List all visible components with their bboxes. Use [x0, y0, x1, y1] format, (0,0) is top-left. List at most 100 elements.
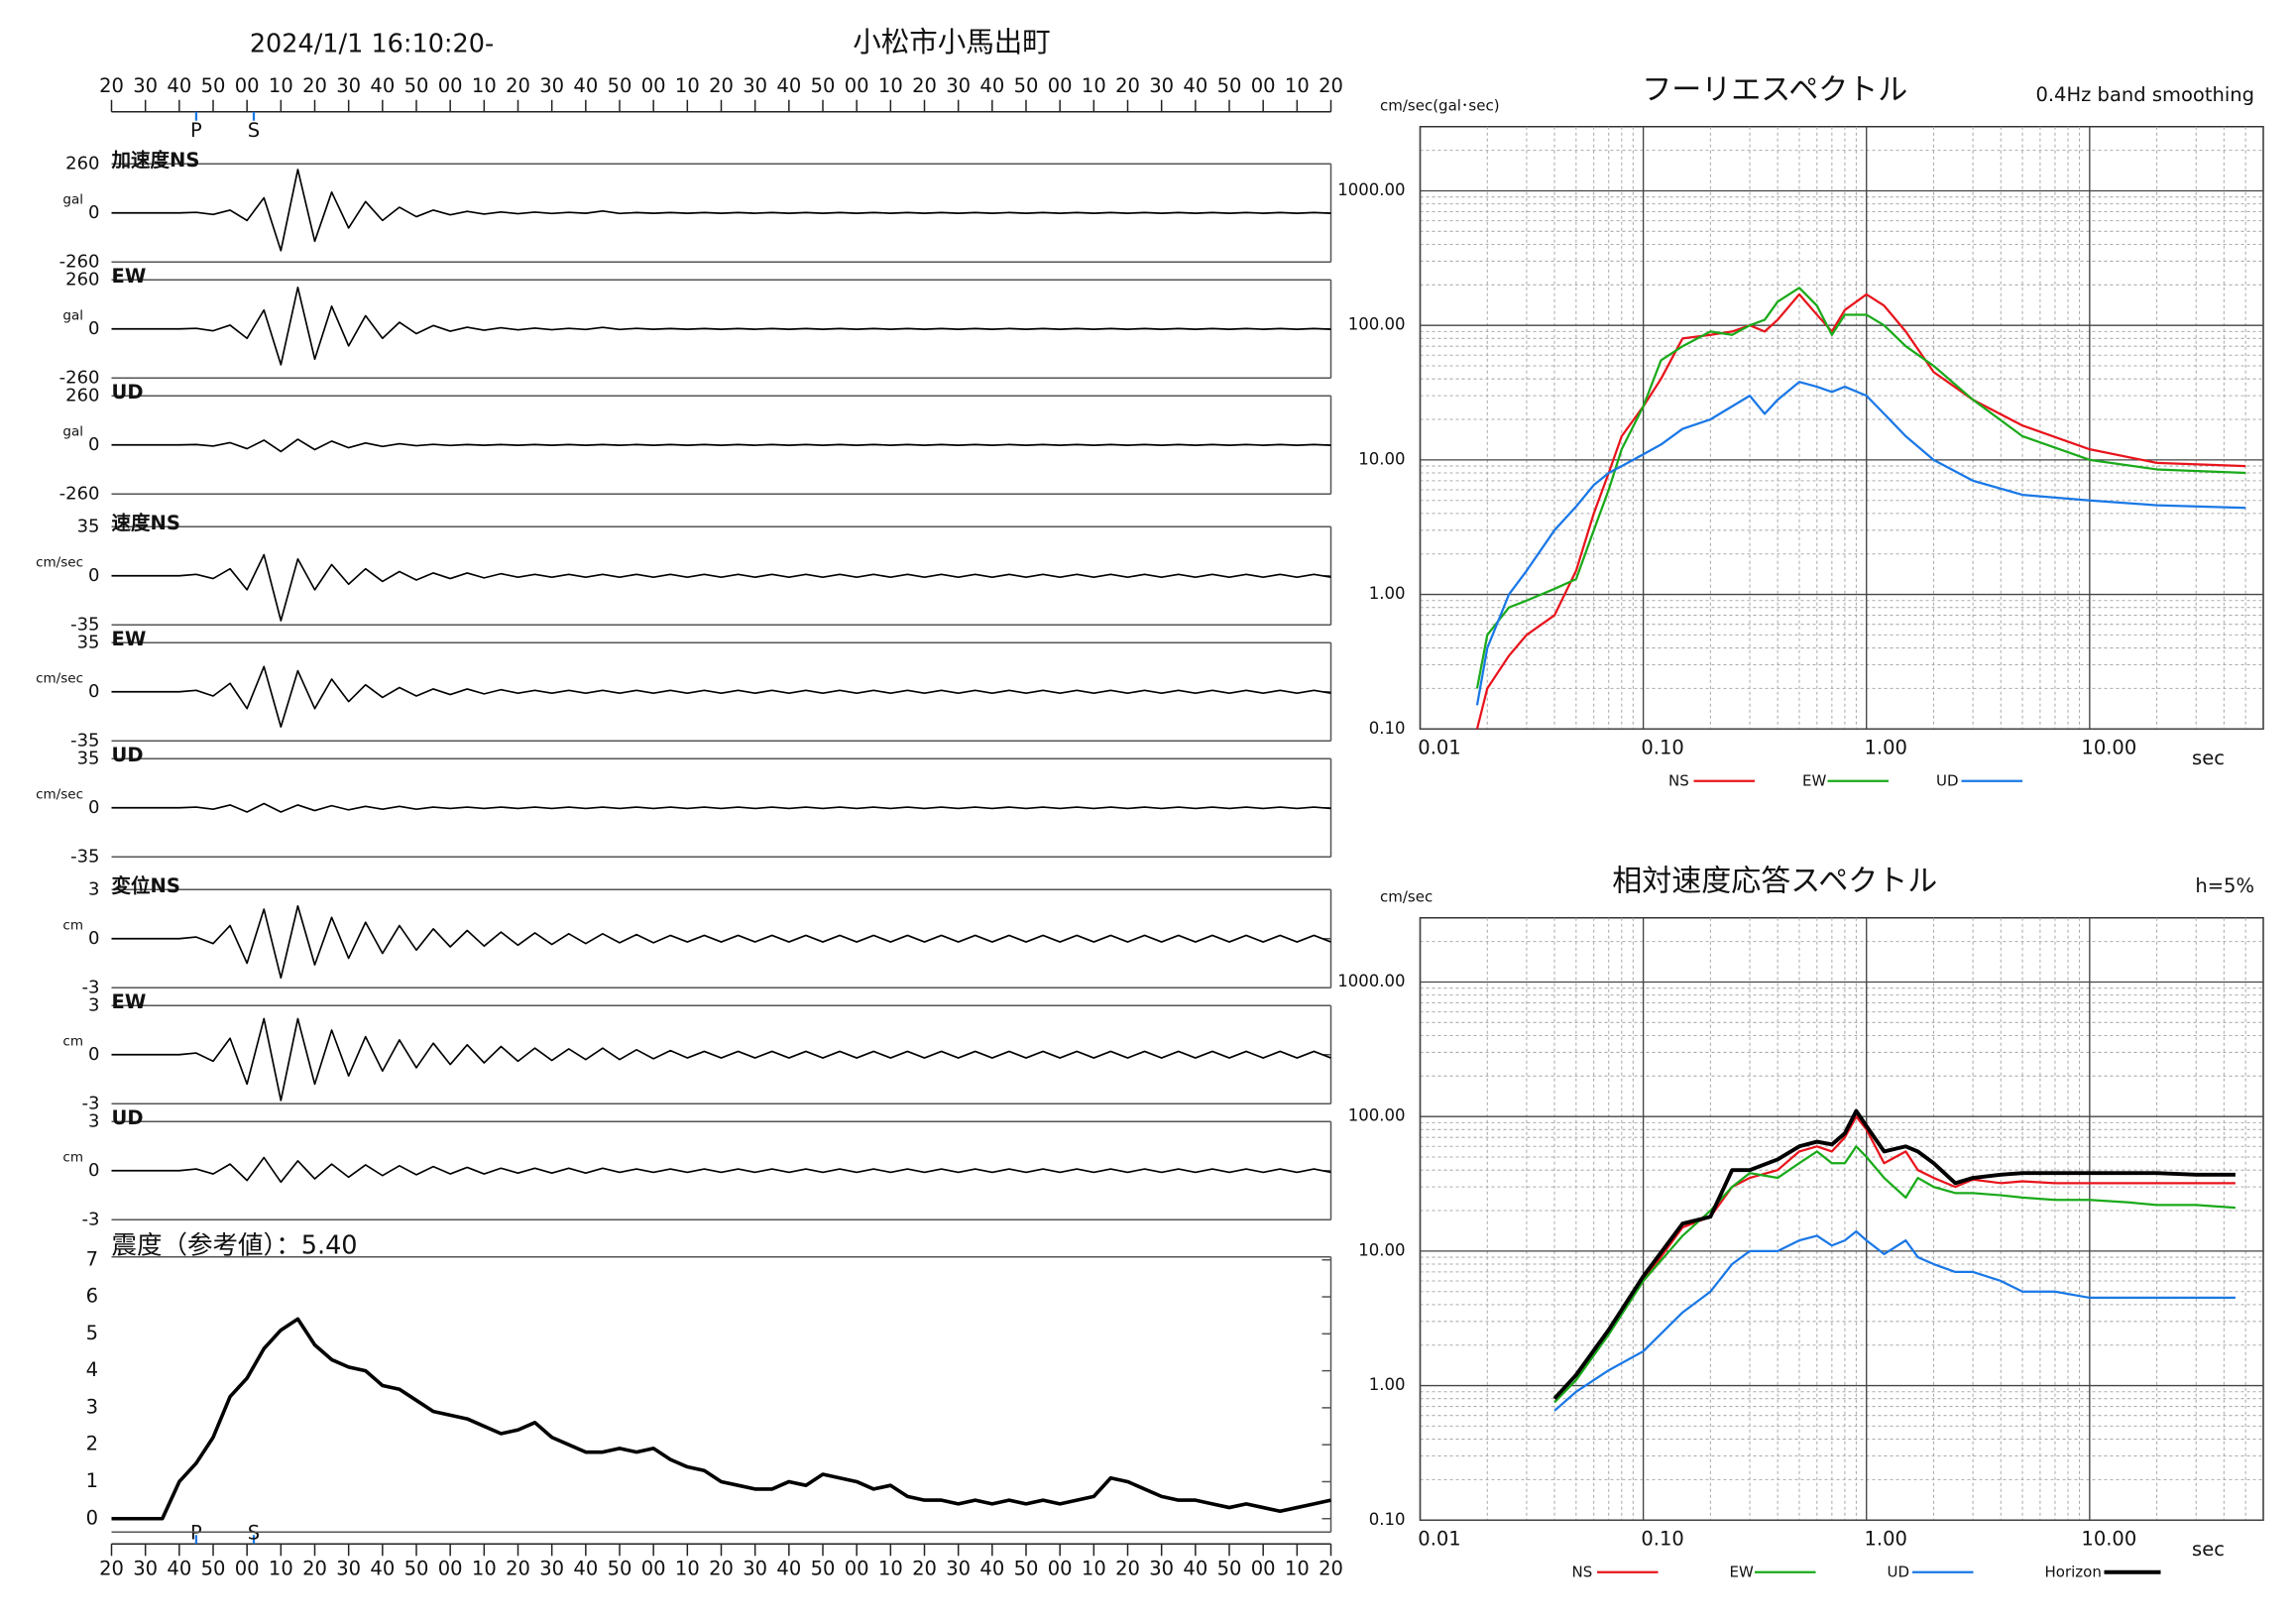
time-tick-label: 30	[1149, 74, 1174, 97]
time-tick-label: 20	[1319, 74, 1343, 97]
legend-label: NS	[1668, 771, 1689, 789]
chart-title: 相対速度応答スペクトル	[1612, 864, 1937, 898]
x-tick-label: 10.00	[2081, 736, 2136, 758]
legend-label: EW	[1730, 1563, 1754, 1580]
time-tick-label: 50	[608, 1557, 632, 1579]
x-tick-label: 0.01	[1418, 736, 1460, 758]
y-tick-label: 5	[86, 1322, 98, 1344]
y-tick-label: 0	[88, 928, 99, 949]
time-tick-label: 00	[845, 74, 869, 97]
x-axis-label: sec	[2192, 747, 2225, 769]
time-tick-label: 50	[608, 74, 632, 97]
panel-label: EW	[112, 990, 147, 1013]
y-tick-label: 0	[88, 797, 99, 818]
y-tick-label: 260	[65, 153, 99, 174]
time-tick-label: 10	[1285, 1557, 1310, 1579]
time-tick-label: 30	[743, 1557, 767, 1579]
time-tick-label: 00	[235, 1557, 260, 1579]
time-tick-label: 30	[743, 74, 767, 97]
time-tick-label: 20	[912, 1557, 937, 1579]
time-tick-label: 50	[811, 74, 836, 97]
time-tick-label: 40	[1183, 1557, 1207, 1579]
waveform	[111, 1017, 1331, 1101]
y-tick-label: -260	[59, 367, 100, 388]
time-tick-label: 10	[1082, 74, 1106, 97]
unit-label: cm/sec	[36, 554, 83, 570]
y-tick-label: 6	[86, 1285, 98, 1308]
time-tick-label: 30	[539, 1557, 564, 1579]
waveform	[111, 665, 1331, 728]
spectrum-line	[1553, 1229, 2236, 1412]
time-tick-label: 20	[99, 1557, 124, 1579]
y-tick-label: 7	[86, 1247, 98, 1270]
time-tick-label: 40	[776, 1557, 801, 1579]
y-tick-label: 1.00	[1369, 584, 1406, 603]
spectrum-line	[1475, 292, 2246, 730]
time-tick-label: 00	[641, 1557, 666, 1579]
time-tick-label: 20	[302, 74, 327, 97]
y-tick-label: 0	[88, 1160, 99, 1181]
time-tick-label: 10	[269, 1557, 293, 1579]
intensity-title: 震度（参考値）：5.40	[112, 1230, 358, 1260]
time-tick-label: 40	[573, 74, 598, 97]
y-axis-label: cm/sec(gal･sec)	[1380, 96, 1500, 114]
time-tick-label: 50	[1217, 1557, 1242, 1579]
unit-label: cm	[62, 1033, 83, 1049]
time-tick-label: 40	[1183, 74, 1207, 97]
x-tick-label: 10.00	[2081, 1527, 2136, 1550]
spectrum-line	[1552, 1108, 2236, 1401]
time-tick-label: 10	[269, 74, 293, 97]
y-tick-label: 0.10	[1369, 1510, 1406, 1529]
y-tick-label: 3	[86, 1395, 98, 1418]
unit-label: gal	[62, 191, 83, 207]
time-tick-label: 00	[1251, 1557, 1276, 1579]
y-tick-label: 100.00	[1348, 1106, 1406, 1125]
phase-label: P	[190, 119, 202, 142]
spectrum-line	[1475, 381, 2246, 706]
legend-label: NS	[1572, 1563, 1593, 1580]
time-tick-label: 00	[235, 74, 260, 97]
time-tick-label: 20	[1115, 1557, 1140, 1579]
y-tick-label: 35	[77, 516, 100, 536]
waveform	[111, 1156, 1331, 1184]
x-axis-label: sec	[2192, 1538, 2225, 1561]
y-tick-label: 1	[86, 1469, 98, 1492]
unit-label: cm/sec	[36, 670, 83, 686]
legend-label: EW	[1802, 771, 1826, 789]
x-tick-label: 0.10	[1641, 736, 1683, 758]
unit-label: gal	[62, 423, 83, 439]
y-tick-label: 260	[65, 269, 99, 290]
time-tick-label: 50	[201, 74, 226, 97]
time-tick-label: 10	[878, 1557, 903, 1579]
time-tick-label: 50	[811, 1557, 836, 1579]
waveform	[111, 553, 1331, 622]
time-tick-label: 00	[1048, 1557, 1073, 1579]
time-tick-label: 20	[709, 1557, 734, 1579]
y-tick-label: 100.00	[1348, 315, 1406, 334]
time-tick-label: 50	[404, 74, 429, 97]
y-tick-label: 3	[88, 878, 99, 899]
legend-label: UD	[1936, 771, 1959, 789]
time-tick-label: 20	[302, 1557, 327, 1579]
y-tick-label: 1.00	[1369, 1375, 1406, 1394]
y-tick-label: 4	[86, 1358, 98, 1381]
plot-area	[1419, 125, 2264, 730]
panel-label: UD	[112, 381, 144, 404]
x-tick-label: 1.00	[1865, 1527, 1907, 1550]
time-tick-label: 10	[878, 74, 903, 97]
time-tick-label: 20	[506, 1557, 530, 1579]
waveform	[111, 438, 1331, 453]
y-tick-label: -3	[82, 977, 100, 997]
y-tick-label: 0.10	[1369, 719, 1406, 738]
y-tick-label: 0	[88, 1044, 99, 1065]
spectrum-line	[1475, 287, 2246, 689]
time-tick-label: 50	[1217, 74, 1242, 97]
y-tick-label: 3	[88, 994, 99, 1015]
waveform	[111, 169, 1331, 252]
y-tick-label: -260	[59, 483, 100, 504]
chart-note: 0.4Hz band smoothing	[2035, 83, 2254, 106]
y-axis-label: cm/sec	[1380, 887, 1433, 905]
y-tick-label: 35	[77, 748, 100, 768]
panel-label: 加速度NS	[111, 149, 200, 172]
